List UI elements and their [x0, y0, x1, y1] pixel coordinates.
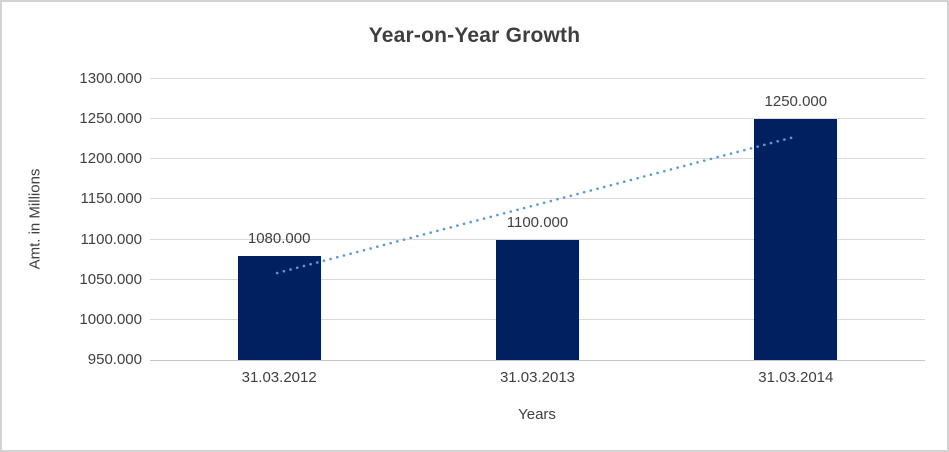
chart-title: Year-on-Year Growth	[368, 24, 581, 47]
x-tick-label: 31.03.2014	[758, 369, 834, 386]
bar-31.03.2012	[237, 255, 321, 360]
bar-31.03.2014	[754, 119, 838, 360]
y-tick-label: 950.000	[87, 351, 142, 368]
x-tick-label: 31.03.2013	[499, 369, 576, 386]
bar-31.03.2013	[496, 239, 579, 360]
y-tick-label: 1200.000	[79, 150, 142, 168]
y-tick-label: 1000.000	[79, 310, 142, 328]
gridline	[150, 158, 925, 160]
gridline	[150, 118, 925, 120]
plot-area: 1080.000 1100.000 1250.000	[150, 78, 925, 361]
data-label: 1080.000	[247, 229, 311, 247]
y-tick-label: 1100.000	[80, 230, 142, 248]
x-axis-title: Years	[518, 406, 556, 423]
data-label: 1100.000	[506, 213, 569, 231]
y-axis-title-text: Amt. in Millions	[26, 168, 44, 270]
y-tick-label: 1250.000	[79, 110, 142, 128]
y-tick-label: 1150.000	[80, 190, 142, 208]
y-tick-label: 1300.000	[79, 70, 142, 87]
trendline	[275, 135, 798, 275]
data-label: 1250.000	[764, 93, 828, 111]
gridline	[150, 78, 925, 79]
x-tick-label: 31.03.2012	[241, 369, 317, 386]
y-tick-label: 1050.000	[79, 270, 142, 288]
gridline	[150, 238, 925, 240]
gridline	[150, 198, 925, 200]
